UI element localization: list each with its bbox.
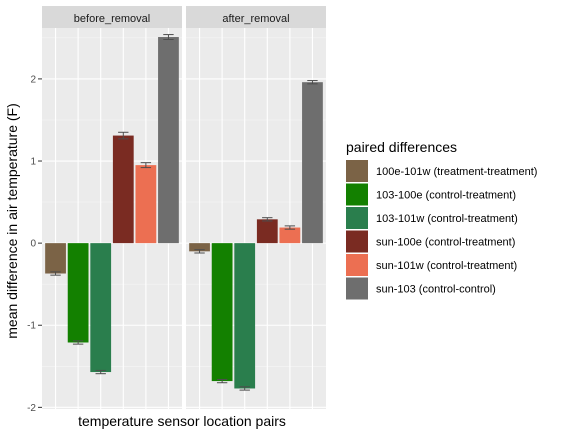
bar	[135, 165, 157, 244]
facet-strip	[42, 6, 182, 28]
legend-label: sun-100e (control-treatment)	[376, 237, 515, 249]
legend-swatch	[346, 160, 368, 182]
y-tick-label: -2	[27, 403, 36, 414]
legend: 100e-101w (treatment-treatment) 103-100e …	[346, 160, 537, 300]
bar	[158, 37, 179, 244]
facet-strip	[186, 6, 326, 28]
bar	[67, 243, 89, 343]
bar	[112, 135, 134, 244]
legend-swatch	[346, 183, 368, 206]
bar	[256, 219, 278, 244]
legend-swatch	[346, 277, 368, 300]
y-tick-label: 1	[30, 157, 36, 168]
y-axis-title: mean difference in air temperature (F)	[4, 103, 20, 339]
bar	[279, 227, 301, 244]
legend-label: sun-101w (control-treatment)	[376, 260, 517, 272]
bar	[90, 243, 112, 373]
y-tick-label: -1	[27, 321, 36, 332]
bar	[302, 82, 323, 244]
facet-label: after_removal	[222, 13, 289, 25]
facet-label: before_removal	[74, 13, 150, 25]
y-tick-label: 2	[30, 74, 36, 85]
legend-swatch	[346, 230, 368, 253]
legend-label: 103-101w (control-treatment)	[376, 213, 518, 225]
legend-swatch	[346, 254, 368, 276]
y-tick-label: 0	[30, 239, 36, 250]
legend-swatch	[346, 207, 368, 229]
bar	[45, 243, 66, 274]
legend-label: sun-103 (control-control)	[376, 284, 496, 296]
legend-label: 103-100e (control-treatment)	[376, 190, 516, 202]
legend-title: paired differences	[346, 139, 457, 155]
legend-label: 100e-101w (treatment-treatment)	[376, 166, 537, 178]
bar	[211, 243, 233, 382]
bar	[234, 243, 256, 389]
x-axis-title: temperature sensor location pairs	[78, 413, 286, 429]
bar	[189, 243, 210, 252]
